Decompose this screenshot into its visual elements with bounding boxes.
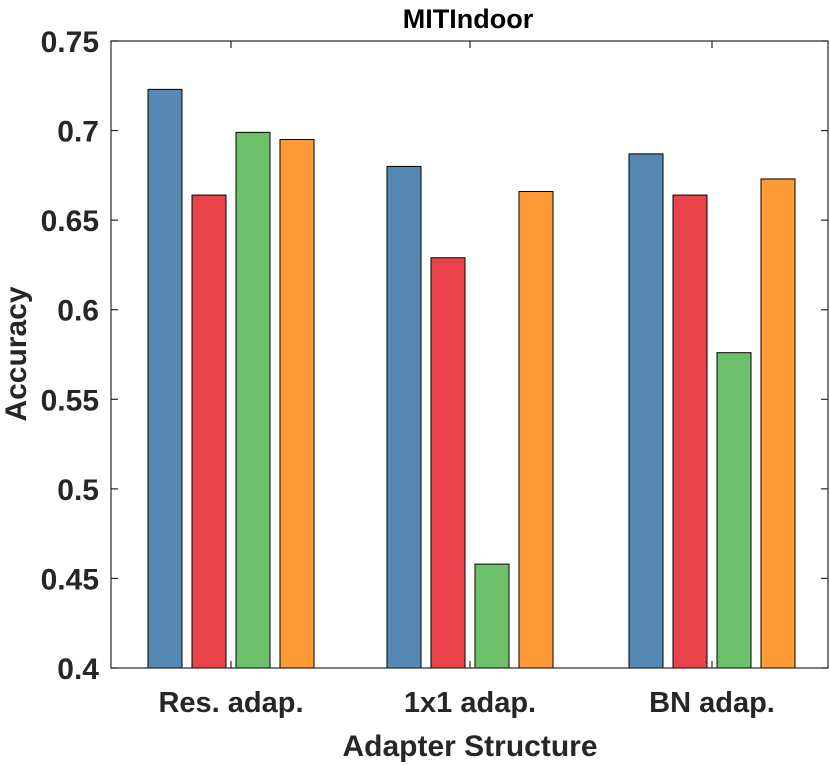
y-tick-label: 0.5 bbox=[57, 474, 99, 507]
y-tick-label: 0.45 bbox=[41, 563, 99, 596]
bar-1-series-4 bbox=[279, 139, 315, 669]
bar-2-series-3 bbox=[474, 563, 510, 669]
x-tick-label: 1x1 adap. bbox=[404, 687, 536, 719]
y-axis: 0.4 0.45 0.5 0.55 0.6 0.65 0.7 0.75 bbox=[41, 26, 828, 686]
bar-3-series-1 bbox=[628, 153, 664, 669]
bar-2-series-1 bbox=[386, 165, 422, 669]
chart-title: MITIndoor bbox=[403, 4, 534, 34]
y-tick-label: 0.65 bbox=[41, 205, 99, 238]
y-tick-label: 0.55 bbox=[41, 384, 99, 417]
x-axis: Res. adap. 1x1 adap. BN adap. bbox=[158, 41, 775, 719]
y-tick-label: 0.75 bbox=[41, 26, 99, 59]
bars-group bbox=[147, 88, 796, 669]
y-tick-label: 0.4 bbox=[57, 653, 99, 686]
bar-1-series-1 bbox=[147, 88, 183, 669]
bar-1-series-2 bbox=[191, 194, 227, 669]
y-tick-label: 0.6 bbox=[57, 295, 99, 328]
bar-3-series-4 bbox=[760, 178, 796, 669]
bar-3-series-3 bbox=[716, 352, 752, 669]
x-tick-label: BN adap. bbox=[649, 687, 775, 719]
bar-1-series-3 bbox=[235, 131, 271, 669]
bar-2-series-2 bbox=[430, 257, 466, 669]
bar-2-series-4 bbox=[518, 190, 554, 669]
bar-3-series-2 bbox=[672, 194, 708, 669]
y-axis-label: Accuracy bbox=[0, 286, 33, 421]
y-tick-label: 0.7 bbox=[57, 116, 99, 149]
x-axis-label: Adapter Structure bbox=[342, 730, 597, 763]
x-tick-label: Res. adap. bbox=[158, 687, 303, 719]
